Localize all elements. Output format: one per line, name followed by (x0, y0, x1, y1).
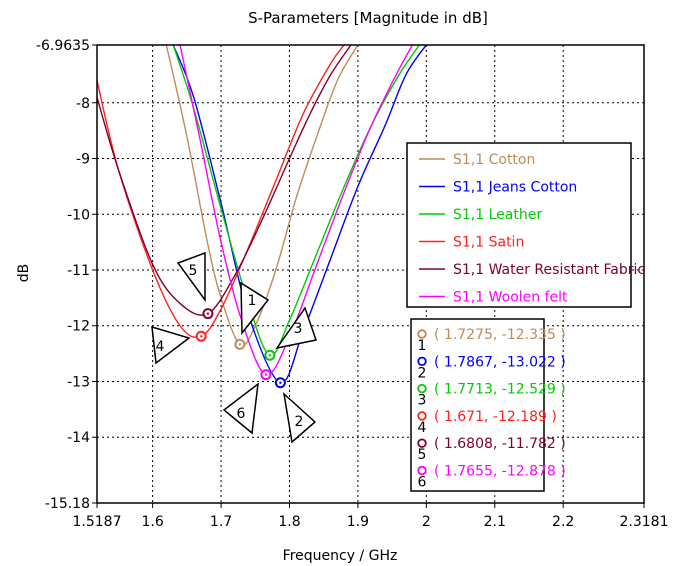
callout-number-4: 4 (156, 339, 165, 355)
marker-dot-1 (238, 343, 242, 346)
callout-arrow-5 (176, 251, 206, 303)
marker-dot-2 (279, 381, 282, 384)
marker-table-icon-3 (417, 383, 427, 394)
marker-dot-3 (268, 354, 272, 357)
marker-table-value-4: ( 1.671, -12.189 ) (434, 409, 557, 425)
x-tick-label: 1.9 (347, 514, 369, 530)
y-tick-label: -15.18 (45, 496, 90, 512)
callout-number-5: 5 (189, 263, 198, 279)
legend-box (406, 142, 632, 308)
marker-table-index-2: 2 (418, 365, 427, 381)
marker-dot-4 (200, 335, 203, 338)
marker-table-icon-6 (417, 465, 427, 476)
marker-table-value-2: ( 1.7867, -13.022 ) (434, 354, 566, 370)
x-tick-label: 2.2 (552, 514, 574, 530)
marker-table-icon-5 (417, 438, 427, 448)
series-line-5 (97, 45, 352, 316)
marker-table-index-5: 5 (418, 447, 427, 463)
legend-entry-3: S1,1 Leather (453, 207, 542, 223)
callout-number-6: 6 (237, 406, 246, 422)
legend-entry-1: S1,1 Cotton (453, 152, 535, 168)
marker-table-icon-4 (417, 411, 427, 421)
marker-table-value-3: ( 1.7713, -12.529 ) (434, 382, 566, 398)
series-lines (97, 45, 427, 384)
marker-callouts: 1 2 3 4 5 6 (151, 251, 317, 444)
y-tick-label: -13 (67, 374, 90, 390)
legend-entry-5: S1,1 Water Resistant Fabric (453, 262, 645, 278)
callout-arrow-6 (222, 382, 259, 435)
x-tick-label: 1.7 (210, 514, 232, 530)
callout-number-1: 1 (248, 293, 257, 309)
legend: S1,1 Cotton S1,1 Jeans Cotton S1,1 Leather… (406, 142, 645, 308)
tick-labels: 1.5187 1.6 1.7 1.8 1.9 2 2.1 2.2 2.3181 -6.9635 -8… (36, 38, 669, 530)
marker-table-index-1: 1 (418, 338, 427, 354)
chart-title: S-Parameters [Magnitude in dB] (248, 9, 488, 27)
callout-number-2: 2 (295, 414, 304, 430)
marker-table-value-1: ( 1.7275, -12.335 ) (434, 327, 566, 343)
marker-table: 1 ( 1.7275, -12.335 ) 2 ( 1.7867, -13.022 )… (410, 318, 566, 492)
marker-table-icon-2 (417, 356, 427, 366)
marker-table-icon-1 (417, 329, 427, 339)
x-tick-label: 1.8 (278, 514, 300, 530)
marker-table-value-5: ( 1.6808, -11.782 ) (434, 436, 566, 452)
y-tick-label: -14 (67, 430, 90, 446)
marker-table-index-6: 6 (418, 475, 427, 491)
series-line-1 (165, 45, 359, 347)
callout-arrow-4 (151, 325, 191, 365)
y-tick-label: -11 (67, 263, 90, 279)
x-tick-label: 2 (422, 514, 431, 530)
markers (195, 308, 286, 389)
callout-arrow-3 (275, 306, 317, 350)
plot-area (96, 44, 645, 504)
callout-arrow-2 (282, 392, 317, 444)
x-tick-label: 1.6 (141, 514, 163, 530)
y-tick-label: -12 (67, 319, 90, 335)
callout-number-3: 3 (294, 321, 303, 337)
y-tick-label: -10 (67, 207, 90, 223)
marker-table-value-6: ( 1.7655, -12.878 ) (434, 464, 566, 480)
legend-entry-4: S1,1 Satin (453, 235, 524, 251)
marker-table-index-4: 4 (418, 420, 427, 436)
x-axis-label: Frequency / GHz (283, 548, 398, 564)
marker-dot-6 (264, 373, 268, 376)
x-tick-label: 1.5187 (73, 514, 122, 530)
legend-entry-2: S1,1 Jeans Cotton (453, 180, 577, 196)
x-tick-label: 2.1 (484, 514, 506, 530)
marker-table-box (410, 318, 545, 492)
callout-arrow-1 (240, 281, 270, 336)
legend-entry-6: S1,1 Woolen felt (453, 290, 568, 306)
y-tick-label: -9 (76, 152, 90, 168)
y-tick-label: -6.9635 (36, 38, 90, 54)
y-tick-label: -8 (76, 96, 90, 112)
marker-table-index-3: 3 (418, 393, 427, 409)
marker-dot-5 (206, 312, 210, 315)
series-line-4 (97, 45, 345, 339)
x-tick-label: 2.3181 (620, 514, 669, 530)
y-axis-label: dB (16, 264, 32, 283)
